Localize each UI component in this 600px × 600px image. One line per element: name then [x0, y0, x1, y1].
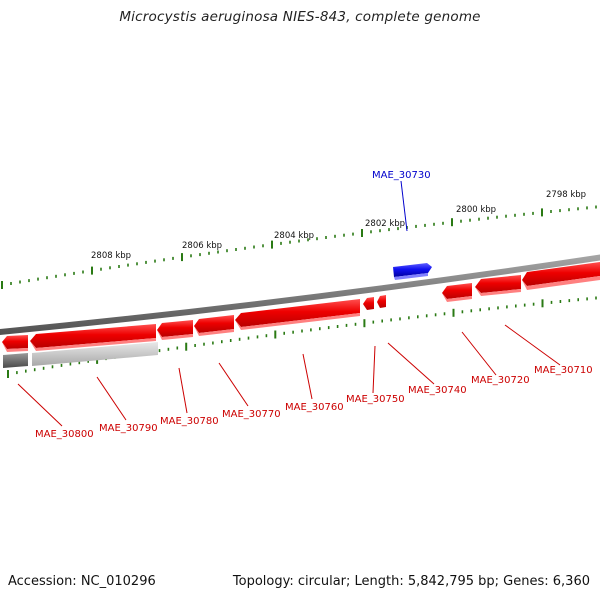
gene-label-mae-30790[interactable]: MAE_30790 — [99, 423, 158, 434]
gene-shadow — [2, 342, 28, 352]
genome-backbone — [0, 254, 600, 336]
gene-label-mae-30800[interactable]: MAE_30800 — [35, 429, 94, 440]
gene-shadow — [522, 276, 600, 290]
gene-mae-30740-arrow[interactable] — [442, 283, 472, 299]
gene-label-mae-30730[interactable]: MAE_30730 — [372, 170, 431, 181]
gene-mae-30750b-arrow — [363, 297, 374, 310]
gene-mae-30730-arrow[interactable] — [393, 263, 432, 277]
gene-label-mae-30710[interactable]: MAE_30710 — [534, 365, 593, 376]
gene-shadow — [30, 338, 156, 351]
scale-label-2800: 2800 kbp — [456, 205, 496, 215]
gene-label-mae-30750[interactable]: MAE_30750 — [346, 394, 405, 405]
label-leader-mae-30730 — [400, 180, 408, 232]
scale-label-2806: 2806 kbp — [182, 241, 222, 251]
gene-mae-30770-arrow[interactable] — [194, 315, 234, 333]
outer-tick-row — [1, 205, 597, 289]
gene-mae-30780-arrow[interactable] — [157, 320, 193, 337]
gene-mae-30750-arrow[interactable] — [377, 295, 386, 308]
rna-feature-light — [32, 342, 158, 366]
scale-label-2804: 2804 kbp — [274, 231, 314, 241]
genome-summary-text: Topology: circular; Length: 5,842,795 bp… — [232, 574, 590, 589]
gene-label-mae-30760[interactable]: MAE_30760 — [285, 402, 344, 413]
gene-shadow — [194, 326, 234, 336]
reverse-gene-track — [2, 262, 600, 352]
gene-shadow — [157, 330, 193, 340]
gene-mae-30710-arrow[interactable] — [522, 262, 600, 286]
rna-feature-dark — [3, 353, 28, 368]
gene-label-mae-30780[interactable]: MAE_30780 — [160, 416, 219, 427]
gene-shadow — [235, 313, 360, 330]
label-leaders — [17, 324, 561, 427]
gene-mae-30720-arrow[interactable] — [475, 275, 521, 293]
gene-shadow — [442, 293, 472, 302]
scale-label-2802: 2802 kbp — [365, 219, 405, 229]
gene-mae-30760-arrow[interactable] — [235, 299, 360, 327]
gene-label-mae-30770[interactable]: MAE_30770 — [222, 409, 281, 420]
scale-label-2798: 2798 kbp — [546, 190, 586, 200]
gene-shadow — [475, 287, 521, 296]
gene-mae-30800-arrow[interactable] — [2, 335, 28, 349]
gene-label-mae-30740[interactable]: MAE_30740 — [408, 385, 467, 396]
map-title: Microcystis aeruginosa NIES-843, complet… — [119, 9, 481, 25]
gene-mae-30790-arrow[interactable] — [30, 324, 156, 348]
gene-label-mae-30720[interactable]: MAE_30720 — [471, 375, 530, 386]
accession-text: Accession: NC_010296 — [8, 574, 156, 589]
scale-label-2808: 2808 kbp — [91, 251, 131, 261]
gene-mae-30730-shadow — [394, 273, 428, 280]
